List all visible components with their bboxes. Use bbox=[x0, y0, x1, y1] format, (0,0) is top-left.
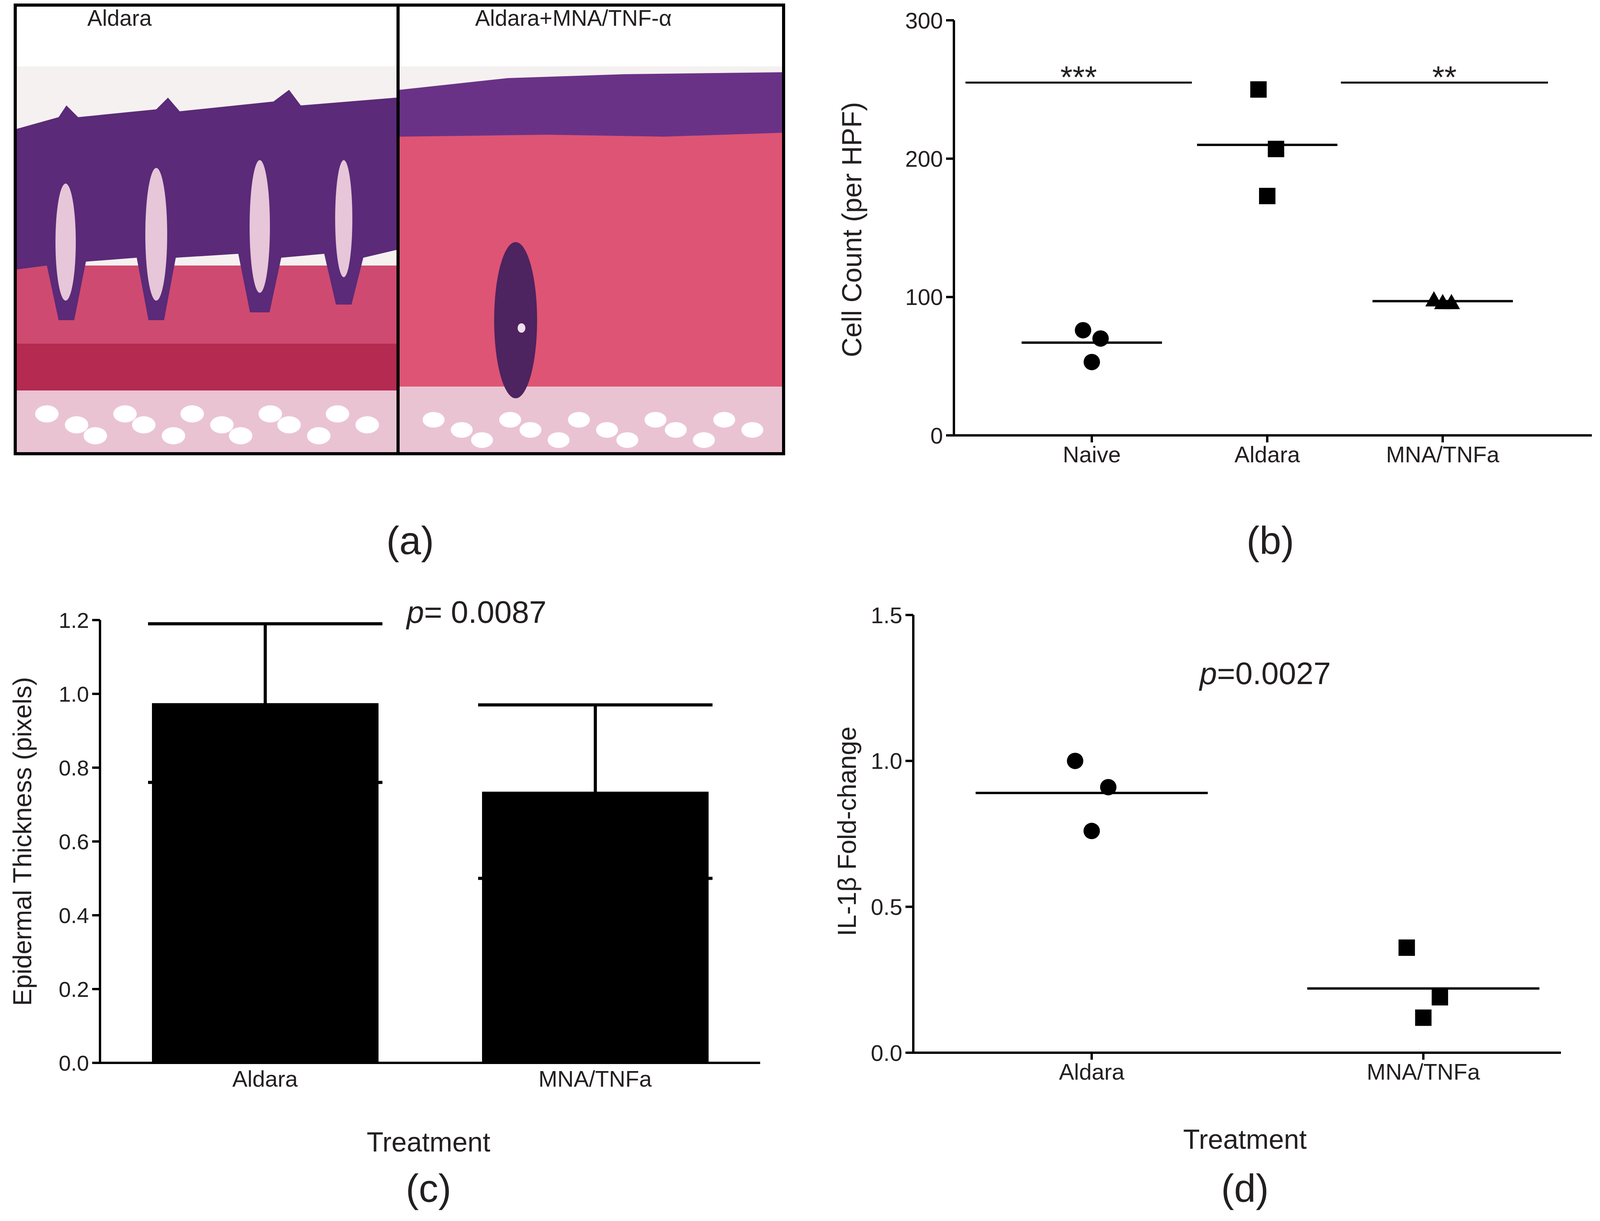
svg-text:0.6: 0.6 bbox=[58, 829, 90, 855]
svg-text:Aldara: Aldara bbox=[1234, 441, 1300, 468]
svg-text:p= 0.0087: p= 0.0087 bbox=[405, 594, 547, 630]
svg-text:MNA/TNFa: MNA/TNFa bbox=[1385, 441, 1500, 468]
svg-text:0.8: 0.8 bbox=[58, 755, 90, 781]
svg-text:Aldara+MNA/TNF-α: Aldara+MNA/TNF-α bbox=[475, 5, 672, 31]
svg-text:100: 100 bbox=[905, 284, 943, 310]
svg-text:1.5: 1.5 bbox=[870, 602, 903, 629]
svg-text:(a): (a) bbox=[386, 518, 434, 563]
svg-text:1.0: 1.0 bbox=[870, 748, 903, 774]
svg-text:Aldara: Aldara bbox=[1058, 1059, 1125, 1085]
svg-text:Treatment: Treatment bbox=[1183, 1124, 1307, 1156]
svg-text:300: 300 bbox=[905, 7, 943, 34]
svg-text:0: 0 bbox=[930, 423, 943, 449]
svg-text:Aldara: Aldara bbox=[232, 1066, 299, 1092]
svg-text:0.2: 0.2 bbox=[58, 977, 90, 1002]
svg-text:Treatment: Treatment bbox=[366, 1127, 491, 1158]
svg-text:Epidermal Thickness (pixels): Epidermal Thickness (pixels) bbox=[7, 677, 37, 1007]
svg-text:(d): (d) bbox=[1221, 1166, 1269, 1211]
svg-text:1.0: 1.0 bbox=[58, 682, 90, 707]
svg-text:0.4: 0.4 bbox=[58, 903, 90, 929]
svg-text:MNA/TNFa: MNA/TNFa bbox=[538, 1066, 653, 1092]
svg-text:0.0: 0.0 bbox=[58, 1051, 90, 1076]
svg-text:p=0.0027: p=0.0027 bbox=[1198, 656, 1331, 692]
svg-text:1.2: 1.2 bbox=[58, 608, 90, 633]
svg-text:MNA/TNFa: MNA/TNFa bbox=[1366, 1059, 1481, 1085]
svg-text:Naive: Naive bbox=[1062, 441, 1121, 468]
svg-text:(c): (c) bbox=[405, 1166, 452, 1211]
svg-text:Cell Count (per HPF): Cell Count (per HPF) bbox=[836, 101, 868, 358]
svg-text:200: 200 bbox=[905, 146, 943, 172]
svg-text:0.0: 0.0 bbox=[870, 1040, 903, 1067]
svg-text:IL-1β Fold-change: IL-1β Fold-change bbox=[832, 726, 862, 937]
svg-text:***: *** bbox=[1060, 59, 1097, 95]
svg-text:(b): (b) bbox=[1246, 518, 1295, 563]
svg-text:**: ** bbox=[1432, 59, 1457, 95]
svg-text:0.5: 0.5 bbox=[870, 894, 903, 920]
svg-text:Aldara: Aldara bbox=[87, 5, 152, 31]
